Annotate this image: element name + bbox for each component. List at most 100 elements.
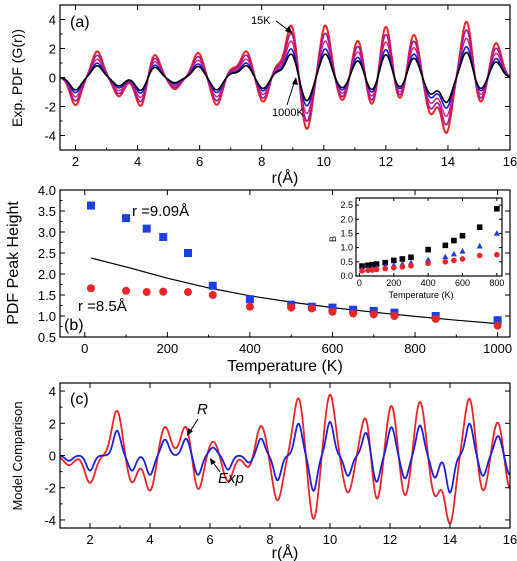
x-tick-label: 800 <box>489 278 504 288</box>
annotation-r-8-5: r =8.5Å <box>78 298 127 315</box>
inset-point-triangle <box>493 230 500 236</box>
y-tick-label: 1.5 <box>38 288 56 303</box>
inset-point-square <box>442 242 449 249</box>
y-tick-label: 3.0 <box>38 225 56 240</box>
data-point-circle <box>349 309 358 318</box>
inset-point-square <box>425 246 431 253</box>
inset-point-square <box>369 261 376 268</box>
panel-a-ticks: 2 4 6 8 10 12 14 16 -4 -2 0 2 4 <box>44 5 517 169</box>
inset-ticks: 0 200 400 600 800 0.0 0.5 1.0 1.5 2.0 2.5 <box>340 198 504 288</box>
y-tick-label: 1.0 <box>340 243 353 253</box>
panel-c-label: (c) <box>70 391 89 408</box>
inset-point-circle <box>425 260 431 267</box>
annotation-r-arrowhead <box>187 428 193 436</box>
panel-c: 2 4 6 8 10 12 14 16 -4 -2 0 2 4 (c) Model Comparison… <box>10 382 517 561</box>
x-tick-label: 0 <box>357 278 362 288</box>
data-point-circle <box>287 303 296 312</box>
y-tick-label: 4 <box>49 384 56 399</box>
annotation-r-9-09: r =9.09Å <box>132 203 189 220</box>
inset-point-square <box>476 224 483 231</box>
y-tick-label: 0 <box>49 449 56 464</box>
inset-point-square <box>390 257 397 264</box>
panel-c-y-axis-label: Model Comparison <box>10 401 25 510</box>
x-tick-label: 0 <box>81 341 88 356</box>
annotation-15k-arrowhead <box>285 26 293 34</box>
x-tick-label: 14 <box>441 154 455 169</box>
inset-point-circle <box>382 265 389 272</box>
inset-axes-frame <box>355 197 503 277</box>
x-tick-label: 16 <box>503 154 517 169</box>
annotation-1000k-arrowhead <box>292 77 298 85</box>
data-point-square <box>183 249 192 257</box>
inset-y-axis-label: B <box>328 236 338 242</box>
panel-b-y-axis-label: PDF Peak Height <box>5 201 22 325</box>
data-point-square <box>86 201 95 210</box>
x-tick-label: 400 <box>421 278 436 288</box>
panel-b-label: (b) <box>64 317 84 334</box>
annotation-1000k: 1000K <box>272 107 304 119</box>
annotation-exp: Exp <box>218 470 244 487</box>
inset-point-circle <box>373 266 380 273</box>
y-tick-label: 2.5 <box>340 200 353 210</box>
x-tick-label: 2 <box>86 532 93 547</box>
panel-a-plot-area <box>59 20 511 134</box>
data-point-circle <box>328 307 337 316</box>
x-tick-label: 400 <box>239 341 261 356</box>
annotation-15k: 15K <box>251 15 271 27</box>
inset-point-triangle <box>425 256 432 263</box>
y-tick-label: 0.5 <box>38 330 56 345</box>
data-point-square <box>208 281 217 290</box>
inset-point-circle <box>365 267 371 274</box>
data-point-circle <box>245 302 254 311</box>
x-tick-label: 8 <box>258 154 265 169</box>
x-tick-label: 4 <box>146 532 153 547</box>
data-point-square <box>328 303 337 312</box>
inset-x-axis-label: Temperature (K) <box>388 290 453 300</box>
y-tick-label: 2 <box>49 42 56 57</box>
x-tick-label: 2 <box>72 154 79 169</box>
data-point-circle <box>86 284 95 293</box>
x-tick-label: 10 <box>323 532 337 547</box>
x-tick-label: 4 <box>134 154 141 169</box>
data-point-circle <box>493 321 502 330</box>
series-line-1 <box>59 29 511 126</box>
data-point-circle <box>159 287 168 296</box>
y-tick-label: 2.5 <box>38 246 56 261</box>
y-tick-label: 4.0 <box>38 183 56 198</box>
panel-b-inset: 0 200 400 600 800 0.0 0.5 1.0 1.5 2.0 2.5 B Temper… <box>328 197 504 300</box>
panel-c-x-axis-label: r(Å) <box>272 543 299 561</box>
data-point-circle <box>369 310 378 319</box>
panel-c-axes-frame <box>59 382 511 529</box>
data-point-circle <box>307 304 316 313</box>
x-tick-label: 12 <box>383 532 397 547</box>
series-line-3 <box>59 46 511 109</box>
inset-point-circle <box>399 264 406 270</box>
annotation-exp-arrowhead <box>210 458 216 465</box>
inset-point-circle <box>476 252 483 259</box>
inset-point-triangle <box>442 253 449 260</box>
x-tick-label: 6 <box>206 532 213 547</box>
x-tick-label: 800 <box>404 341 426 356</box>
series-line-r <box>59 393 511 525</box>
x-tick-label: 8 <box>266 532 273 547</box>
y-tick-label: 1.0 <box>38 309 56 324</box>
data-point-square <box>122 214 131 223</box>
inset-point-square <box>373 261 380 267</box>
x-tick-label: 10 <box>317 154 331 169</box>
y-tick-label: 0 <box>49 71 56 86</box>
inset-point-square <box>459 232 466 239</box>
data-point-square <box>159 233 168 242</box>
inset-point-square <box>365 262 371 269</box>
inset-point-circle <box>359 268 365 274</box>
x-tick-label: 14 <box>443 532 457 547</box>
series-line-exp <box>59 420 511 494</box>
inset-plot-area <box>358 205 500 274</box>
panel-a-y-axis-label: Exp. PDF (G(r)) <box>9 29 25 127</box>
y-tick-label: 4 <box>49 13 56 28</box>
x-tick-label: 16 <box>503 532 517 547</box>
inset-point-circle <box>369 267 376 273</box>
y-tick-label: 2.0 <box>340 214 353 224</box>
inset-point-square <box>408 254 414 261</box>
data-point-circle <box>183 288 192 297</box>
